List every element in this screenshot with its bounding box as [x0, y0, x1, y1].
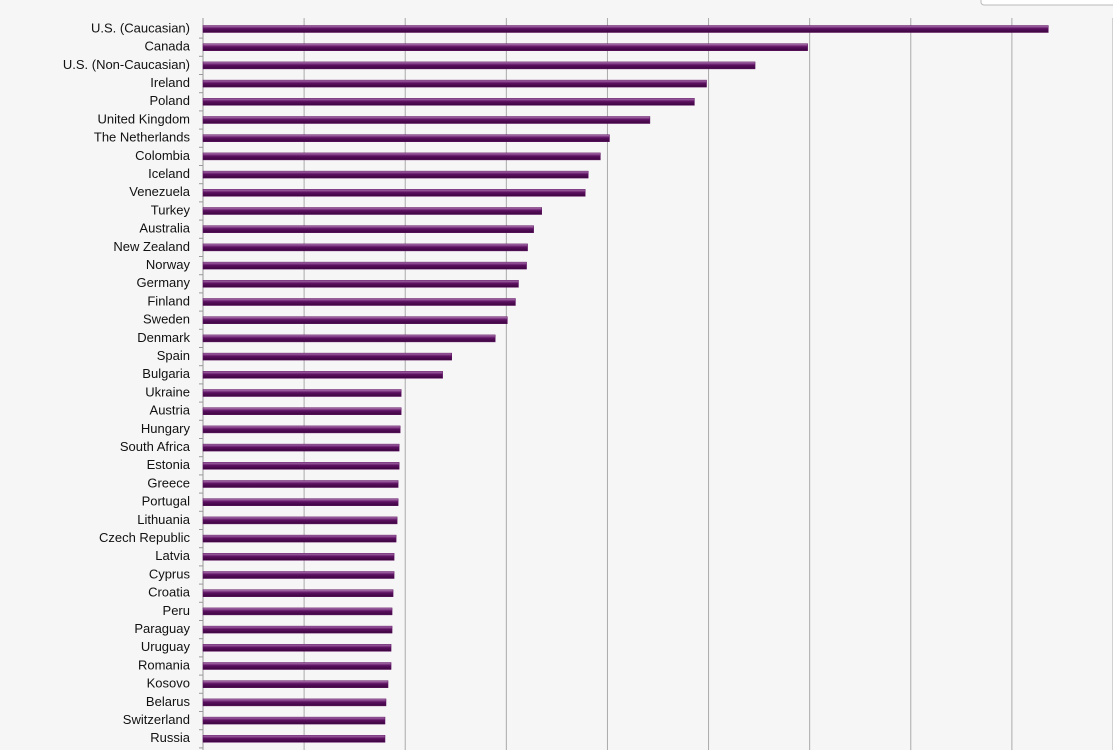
bar — [202, 698, 387, 707]
y-tick-label: Denmark — [137, 330, 190, 345]
bar — [202, 644, 392, 652]
y-tick-label: Colombia — [135, 148, 191, 163]
bar — [202, 352, 452, 361]
bar — [202, 625, 393, 634]
y-tick-label: Latvia — [155, 548, 190, 563]
bar — [202, 716, 386, 725]
y-tick-label: U.S. (Caucasian) — [91, 20, 190, 35]
y-tick-label: Norway — [146, 257, 191, 272]
bar — [202, 43, 808, 51]
y-tick-label: Canada — [144, 39, 190, 54]
bar — [202, 225, 534, 233]
bar — [202, 534, 397, 543]
bar — [202, 152, 601, 161]
bar — [202, 243, 528, 252]
bar — [202, 134, 610, 142]
y-tick-label: Czech Republic — [99, 530, 191, 545]
y-tick-label: Spain — [157, 348, 190, 363]
y-tick-label: Portugal — [142, 494, 191, 509]
bar — [202, 553, 395, 561]
bar — [202, 207, 542, 215]
bar — [202, 662, 392, 670]
y-tick-label: Turkey — [151, 202, 191, 217]
bar — [202, 389, 402, 397]
bar — [202, 316, 508, 324]
bar — [202, 407, 402, 415]
bar — [202, 61, 756, 70]
y-tick-label: Belarus — [146, 694, 191, 709]
bar — [202, 735, 386, 743]
bar — [202, 498, 399, 506]
y-tick-label: Romania — [138, 657, 191, 672]
y-tick-label: Uruguay — [141, 639, 191, 654]
y-tick-label: Sweden — [143, 312, 190, 327]
y-tick-label: Estonia — [147, 457, 191, 472]
bar — [202, 516, 398, 525]
y-tick-label: Germany — [137, 275, 191, 290]
y-tick-label: New Zealand — [113, 239, 190, 254]
bar — [202, 571, 395, 579]
y-tick-label: Iceland — [148, 166, 190, 181]
y-tick-label: Kosovo — [147, 676, 190, 691]
bar — [202, 480, 399, 488]
bar — [202, 261, 527, 270]
bar — [202, 371, 443, 379]
y-tick-label: Venezuela — [129, 184, 190, 199]
y-tick-label: Croatia — [148, 585, 191, 600]
bar — [202, 589, 394, 597]
toolbar-edge — [980, 0, 1113, 6]
y-tick-label: Switzerland — [123, 712, 190, 727]
y-tick-label: Australia — [139, 221, 190, 236]
y-tick-label: Lithuania — [137, 512, 191, 527]
y-tick-label: Hungary — [141, 421, 191, 436]
bar — [202, 25, 1049, 33]
bar — [202, 443, 400, 452]
bar — [202, 116, 651, 124]
bar — [202, 189, 586, 197]
bar — [202, 170, 589, 179]
y-tick-label: Russia — [150, 730, 191, 745]
y-tick-label: Ukraine — [145, 384, 190, 399]
bar — [202, 607, 393, 616]
y-tick-label: Bulgaria — [142, 366, 190, 381]
bar — [202, 98, 695, 106]
bar — [202, 680, 389, 688]
bar — [202, 79, 707, 88]
y-tick-label: United Kingdom — [98, 111, 191, 126]
y-tick-label: South Africa — [120, 439, 191, 454]
y-tick-label: Paraguay — [134, 621, 190, 636]
y-tick-label: Finland — [147, 293, 190, 308]
y-tick-label: Austria — [150, 403, 191, 418]
y-tick-label: Cyprus — [149, 566, 191, 581]
y-tick-label: U.S. (Non-Caucasian) — [63, 57, 190, 72]
y-tick-label: The Netherlands — [94, 130, 191, 145]
bar — [202, 462, 400, 470]
y-tick-label: Poland — [150, 93, 190, 108]
y-tick-label: Greece — [147, 475, 190, 490]
y-tick-label: Peru — [163, 603, 190, 618]
bar — [202, 280, 519, 288]
y-tick-label: Ireland — [150, 75, 190, 90]
bar — [202, 298, 516, 306]
bar — [202, 425, 401, 434]
bar — [202, 334, 496, 343]
